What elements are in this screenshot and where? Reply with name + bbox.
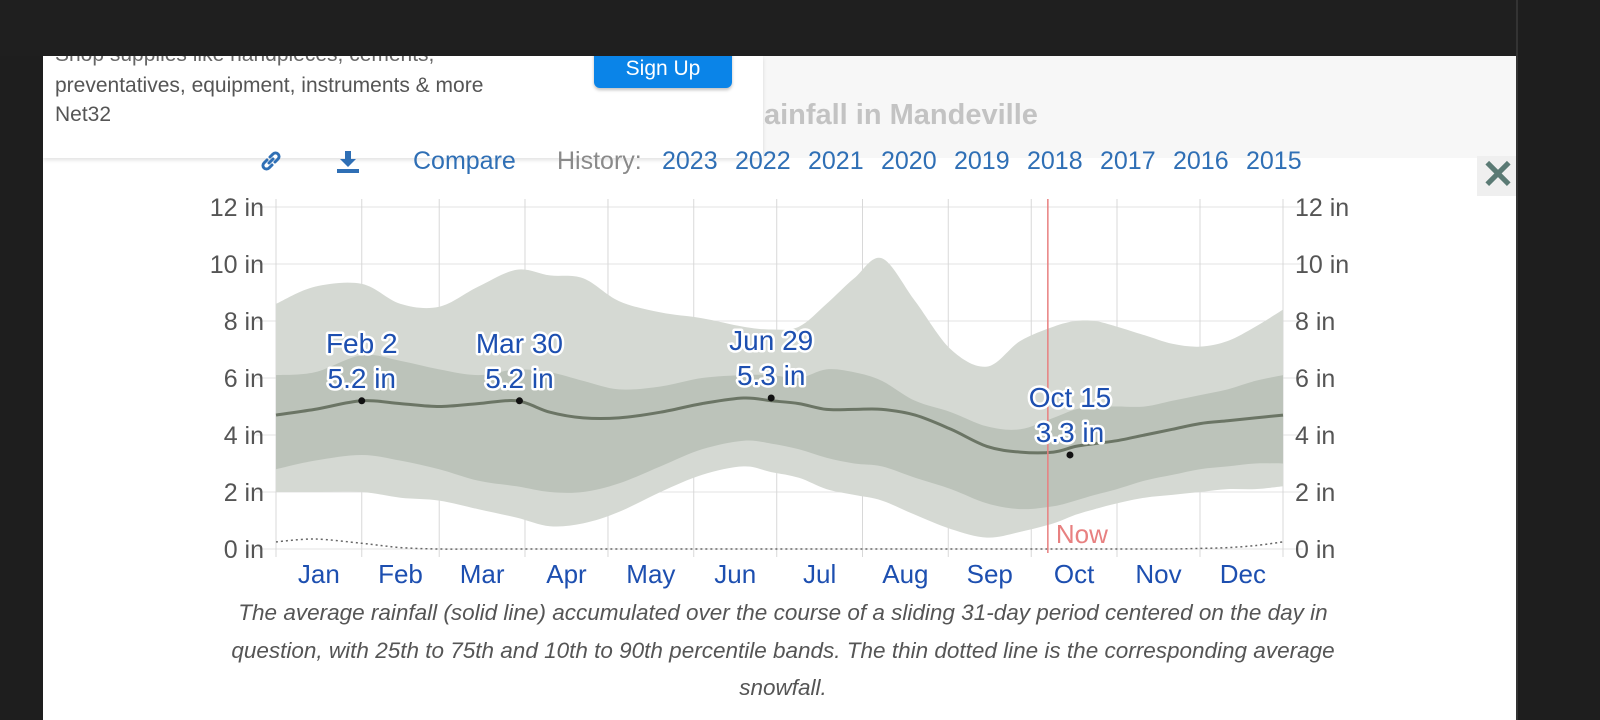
y-tick-label-left: 10 in [210,251,264,279]
y-tick-label-right: 4 in [1295,422,1335,450]
history-year-2018[interactable]: 2018 [1027,147,1083,175]
history-label: History: [557,147,642,175]
browser-top-bar [0,0,1600,56]
month-label: Oct [1054,559,1095,589]
ad-text-line2: preventatives, equipment, instruments & … [55,74,484,97]
annotation-date: Feb 2 [326,328,398,359]
y-tick-label-left: 4 in [224,422,264,450]
y-tick-label-left: 0 in [224,536,264,564]
annotation-value: 5.2 in [328,363,397,394]
y-tick-label-right: 12 in [1295,194,1349,222]
annotation-value: 5.2 in [485,363,554,394]
history-year-2023[interactable]: 2023 [662,147,718,175]
snowfall-dotted-line [275,538,1284,550]
annotation-date: Jun 29 [729,325,813,356]
month-label: Mar [460,559,505,589]
annotation-value: 3.3 in [1036,417,1105,448]
page-title: Rainfall in Mandeville [743,99,1038,131]
download-icon[interactable] [335,148,361,179]
link-icon[interactable] [258,148,284,179]
month-label: Dec [1220,559,1266,589]
history-year-2016[interactable]: 2016 [1173,147,1229,175]
annotation-point [515,397,523,405]
y-tick-label-right: 10 in [1295,251,1349,279]
y-tick-label-right: 2 in [1295,479,1335,507]
ad-text-line1: Shop supplies like handpieces, cements, [55,56,434,67]
annotation-date: Mar 30 [476,328,563,359]
y-tick-label-left: 6 in [224,365,264,393]
history-year-2015[interactable]: 2015 [1246,147,1302,175]
sign-up-button[interactable]: Sign Up [594,56,732,88]
y-tick-label-left: 12 in [210,194,264,222]
ad-brand[interactable]: Net32 [55,103,112,126]
compare-link[interactable]: Compare [413,147,516,175]
history-year-2021[interactable]: 2021 [808,147,864,175]
history-year-2020[interactable]: 2020 [881,147,937,175]
mean-rainfall-line [275,396,1284,455]
ad-banner[interactable]: Shop supplies like handpieces, cements, … [43,56,763,158]
annotation-point [1066,451,1074,459]
month-label: Jun [714,559,756,589]
month-label: Aug [882,559,928,589]
month-label: Feb [378,559,423,589]
month-label: Jan [298,559,340,589]
history-year-2022[interactable]: 2022 [735,147,791,175]
annotation-date: Oct 15 [1029,382,1111,413]
y-tick-label-left: 2 in [224,479,264,507]
month-label: May [626,559,675,589]
now-label: Now [1056,519,1108,549]
annotation-point [767,394,775,402]
rainfall-chart[interactable]: 0 in 0 in 2 in 2 in 4 in 4 in 6 in 6 in 8 in 8 in… [43,56,1516,596]
chart-caption: The average rainfall (solid line) accumu… [231,600,1335,700]
annotation-value: 5.3 in [737,360,806,391]
scrollbar-track[interactable] [1516,0,1600,720]
month-label: Apr [546,559,587,589]
y-tick-label-right: 6 in [1295,365,1335,393]
y-tick-label-right: 0 in [1295,536,1335,564]
close-icon[interactable]: ✕ [1477,155,1516,196]
month-label: Nov [1135,559,1181,589]
y-tick-label-right: 8 in [1295,308,1335,336]
month-label: Sep [967,559,1013,589]
y-tick-label-left: 8 in [224,308,264,336]
left-margin [0,56,43,720]
history-year-2019[interactable]: 2019 [954,147,1010,175]
month-label: Jul [803,559,836,589]
chart-toolbar: Compare History: 2023 2022 2021 2020 201… [43,144,1443,184]
annotation-point [358,397,366,405]
band-25th-75th-percentile [276,354,1283,510]
page-content: Rainfall in Mandeville Shop supplies lik… [43,56,1516,720]
ad-banner-background [763,56,1516,158]
history-year-2017[interactable]: 2017 [1100,147,1156,175]
